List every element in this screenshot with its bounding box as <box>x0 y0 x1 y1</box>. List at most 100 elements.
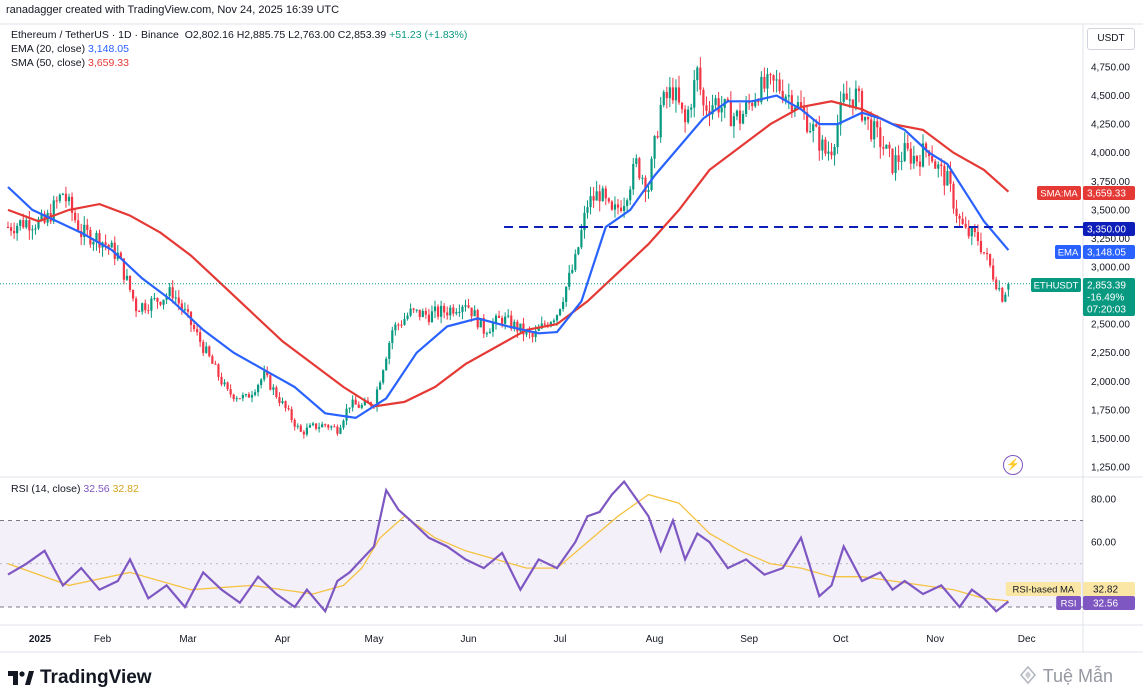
candle-body <box>229 389 232 395</box>
candle-body <box>494 315 498 324</box>
candle-body <box>610 201 613 210</box>
price-tick-label: 1,750.00 <box>1091 405 1130 416</box>
symbol-legend[interactable]: Ethereum / TetherUS · 1D · Binance O2,80… <box>11 29 467 41</box>
candle-body <box>55 200 58 202</box>
time-tick-label: Jul <box>554 634 567 645</box>
candle-body <box>842 93 845 102</box>
candle-body <box>403 319 406 325</box>
time-tick-label: May <box>365 634 384 645</box>
candle-body <box>656 136 659 138</box>
candle-body <box>330 426 333 428</box>
candle-body <box>318 427 321 429</box>
candle-body <box>223 382 226 385</box>
candle-body <box>982 252 986 254</box>
sma-tag-label: SMA:MA <box>1040 189 1078 200</box>
candle-body <box>827 151 830 154</box>
candle-body <box>766 74 769 89</box>
candle-body <box>220 376 223 385</box>
price-tick-label: 2,500.00 <box>1091 320 1130 331</box>
ema-legend[interactable]: EMA (20, close) 3,148.05 <box>11 43 129 55</box>
candle-body <box>406 315 409 320</box>
candle-body <box>586 207 589 213</box>
candle-body <box>830 151 833 156</box>
candle-body <box>845 93 848 100</box>
candle-body <box>379 382 382 390</box>
candle-body <box>34 228 37 230</box>
candle-body <box>336 426 339 434</box>
candle-body <box>433 306 437 312</box>
rsi-legend[interactable]: RSI (14, close) 32.56 32.82 <box>11 483 139 495</box>
candle-body <box>632 163 635 190</box>
candle-body <box>284 401 287 409</box>
time-tick-label: Aug <box>646 634 664 645</box>
candle-body <box>891 148 894 173</box>
candle-body <box>324 424 327 426</box>
candle-body <box>394 324 397 331</box>
candle-body <box>552 320 556 323</box>
rsi-ma-tag-value: 32.82 <box>1093 585 1118 596</box>
candle-body <box>153 297 156 299</box>
candle-body <box>427 314 430 323</box>
ema-tag-label: EMA <box>1058 248 1079 259</box>
close-value: 2,853.39 <box>345 29 387 41</box>
candle-body <box>702 89 705 106</box>
candle-body <box>879 127 882 148</box>
last-tag-label: ETHUSDT <box>1034 281 1079 292</box>
candle-body <box>510 315 513 329</box>
candle-body <box>205 346 208 353</box>
candle-body <box>677 87 681 103</box>
candle-body <box>979 240 983 253</box>
candle-body <box>13 230 16 234</box>
candle-body <box>214 363 217 365</box>
candle-body <box>705 105 708 111</box>
candle-body <box>226 382 229 390</box>
candle-body <box>296 425 299 427</box>
candle-body <box>177 297 180 304</box>
candle-body <box>77 220 80 232</box>
candle-body <box>9 227 13 231</box>
candle-body <box>635 158 638 164</box>
candle-body <box>976 232 979 241</box>
candle-body <box>741 113 745 124</box>
candle-body <box>568 272 571 287</box>
candle-body <box>397 324 400 326</box>
candle-body <box>144 303 147 311</box>
candle-body <box>516 321 519 332</box>
time-axis: 2025 Feb Mar Apr May Jun Jul Aug Sep Oct Nov Dec <box>29 634 1036 645</box>
candle-body <box>985 253 989 255</box>
candle-body <box>836 124 839 147</box>
candle-body <box>131 289 135 299</box>
candle-body <box>555 315 559 321</box>
candle-body <box>95 233 98 242</box>
candle-body <box>534 330 537 338</box>
time-tick-label: 2025 <box>29 634 52 645</box>
candle-body <box>613 204 617 210</box>
candle-body <box>138 311 141 313</box>
candle-body <box>281 401 284 403</box>
time-tick-label: Nov <box>926 634 944 645</box>
candle-body <box>333 426 336 428</box>
candle-body <box>647 190 650 192</box>
candle-body <box>92 241 95 245</box>
ema-legend-label: EMA (20, close) <box>11 43 86 55</box>
watermark-icon <box>1019 665 1037 685</box>
candle-body <box>738 110 742 124</box>
candle-body <box>67 196 71 202</box>
candle-body <box>363 400 366 406</box>
currency-button[interactable]: USDT <box>1087 28 1135 50</box>
candle-body <box>80 231 83 238</box>
candle-body <box>354 399 357 405</box>
rsi-tag-label-bg <box>1056 596 1081 610</box>
low-value: 2,763.00 <box>293 29 335 41</box>
sma-legend[interactable]: SMA (50, close) 3,659.33 <box>11 57 129 69</box>
brand-name: TradingView <box>40 667 152 688</box>
candle-body <box>150 298 153 311</box>
tradingview-logo[interactable]: TradingView <box>8 667 152 689</box>
alert-icon[interactable]: ⚡ <box>1003 455 1023 475</box>
candle-body <box>873 121 876 140</box>
candle-body <box>125 275 129 280</box>
candle-body <box>754 100 757 107</box>
candle-body <box>22 220 25 228</box>
candle-body <box>952 183 955 209</box>
price-tick-label: 3,500.00 <box>1091 205 1130 216</box>
